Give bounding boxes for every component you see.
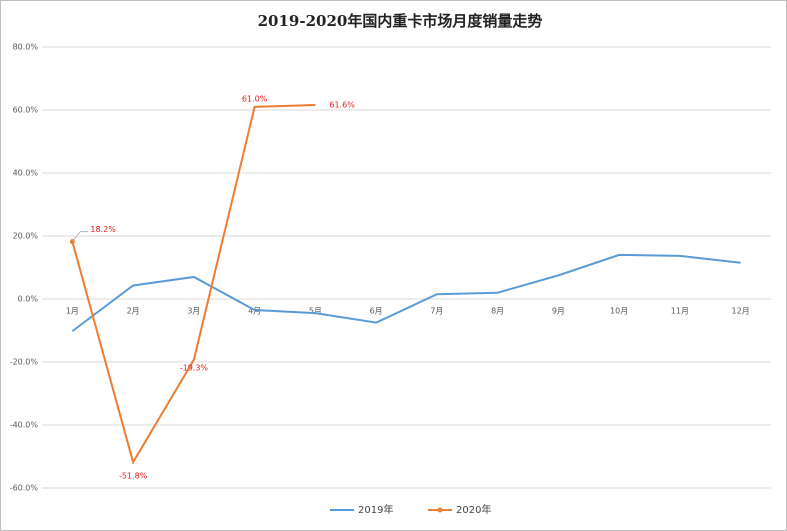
y-tick-label: -40.0%: [10, 421, 39, 430]
x-tick-label: 11月: [671, 307, 689, 316]
y-tick-label: 40.0%: [13, 169, 39, 178]
y-tick-label: -60.0%: [10, 484, 39, 493]
x-tick-label: 10月: [610, 307, 628, 316]
y-tick-label: 20.0%: [13, 232, 39, 241]
leader-line: [72, 231, 89, 242]
x-tick-label: 12月: [732, 307, 750, 316]
x-tick-label: 1月: [66, 307, 79, 316]
data-label: 61.0%: [242, 94, 268, 103]
legend-label: 2019年: [358, 503, 393, 516]
data-label: -51.8%: [119, 472, 148, 481]
data-label: -19.3%: [180, 363, 209, 372]
y-tick-label: 80.0%: [13, 43, 39, 52]
x-tick-label: 7月: [430, 307, 443, 316]
y-tick-label: -20.0%: [10, 358, 39, 367]
x-tick-label: 5月: [309, 307, 322, 316]
legend-marker: [437, 507, 443, 513]
x-tick-label: 3月: [187, 307, 200, 316]
x-tick-label: 2月: [127, 307, 140, 316]
y-tick-label: 60.0%: [13, 106, 39, 115]
series-line: [71, 253, 741, 332]
x-tick-label: 8月: [491, 307, 504, 316]
chart-title: 2019-2020年国内重卡市场月度销量走势: [258, 12, 543, 30]
legend-label: 2020年: [456, 503, 491, 516]
x-tick-label: 9月: [552, 307, 565, 316]
data-label: 61.6%: [329, 100, 355, 109]
y-tick-label: 0.0%: [18, 295, 39, 304]
series-line: [71, 103, 316, 465]
x-tick-label: 6月: [370, 307, 383, 316]
data-label: 18.2%: [90, 225, 116, 234]
